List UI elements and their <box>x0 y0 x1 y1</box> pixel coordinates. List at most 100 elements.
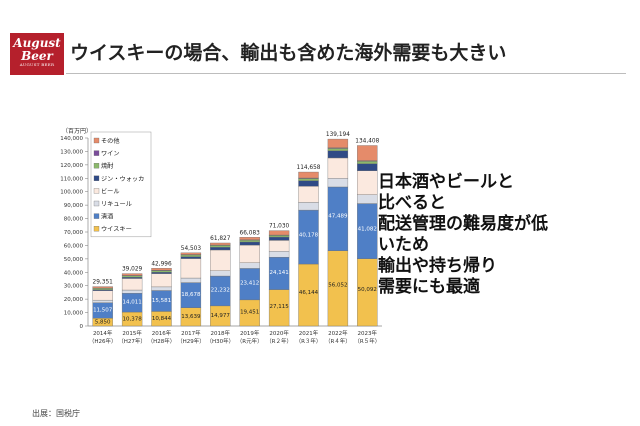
annotation-line: いため <box>378 235 429 255</box>
x-tick-sublabel: （R元年） <box>237 337 263 345</box>
bar-segment <box>180 258 202 279</box>
bar-segment <box>298 171 319 179</box>
x-tick-label: 2020年 <box>269 329 289 337</box>
x-tick-label: 2015年 <box>122 329 142 337</box>
bar-segment-label: 13,639 <box>181 314 201 320</box>
x-tick-sublabel: （H29年） <box>177 337 205 345</box>
bar-segment-label: 11,507 <box>93 308 113 314</box>
bar-segment <box>210 270 231 277</box>
y-tick-label: 10,000 <box>64 311 84 317</box>
bar-total-label: 42,996 <box>151 261 172 267</box>
legend-swatch <box>93 137 100 144</box>
annotation-line: 需要にも最適 <box>378 277 480 297</box>
y-tick-label: 100,000 <box>60 190 83 196</box>
x-tick-sublabel: （H28年） <box>148 337 176 345</box>
legend-label: その他 <box>101 137 120 145</box>
bar-segment-label: 47,489 <box>328 214 348 220</box>
august-beer-logo: August Beer AUGUST BEER <box>10 33 64 75</box>
bar-segment-label: 40,178 <box>299 232 319 238</box>
y-tick-label: 60,000 <box>64 243 84 249</box>
bar-segment <box>180 256 202 259</box>
x-tick-sublabel: （H27年） <box>118 337 146 345</box>
bar-segment <box>121 277 143 279</box>
x-tick-label: 2019年 <box>240 329 260 337</box>
logo-line-3: AUGUST BEER <box>19 62 55 67</box>
bar-segment-label: 5,850 <box>95 320 111 326</box>
y-tick-label: 80,000 <box>64 217 84 223</box>
bar-segment-label: 41,082 <box>358 226 377 232</box>
logo-line-1: August <box>13 36 61 50</box>
bar-total-label: 114,658 <box>297 165 321 171</box>
bar-segment <box>210 242 231 246</box>
bar-segment <box>180 254 202 257</box>
bar-segment <box>151 268 172 271</box>
bar-total-label: 71,030 <box>269 224 290 230</box>
bar-segment <box>92 286 113 289</box>
bar-segment <box>239 241 260 246</box>
bar-segment <box>151 286 172 291</box>
legend-swatch <box>93 200 100 207</box>
x-tick-label: 2014年 <box>93 329 113 337</box>
x-tick-label: 2018年 <box>211 329 231 337</box>
legend-swatch <box>93 163 100 169</box>
legend-swatch <box>93 175 100 181</box>
bar-segment-label: 10,378 <box>122 316 142 322</box>
bar-segment-label: 19,451 <box>240 310 259 316</box>
x-tick-label: 2016年 <box>152 329 172 337</box>
y-axis-label: （百万円） <box>62 128 92 135</box>
bar-segment <box>327 150 349 159</box>
bar-total-label: 66,083 <box>240 230 261 236</box>
annotation-line: 輸出や持ち帰り <box>378 256 497 276</box>
bar-segment-label: 27,115 <box>269 304 289 310</box>
bar-segment-label: 56,052 <box>328 283 347 289</box>
x-tick-sublabel: （R４年） <box>325 337 351 345</box>
y-tick-label: 30,000 <box>64 284 84 290</box>
x-tick-sublabel: （H26年） <box>89 337 117 345</box>
x-tick-label: 2022年 <box>328 329 348 337</box>
bar-segment <box>298 178 319 181</box>
legend-swatch <box>93 213 100 219</box>
bar-segment <box>268 251 290 258</box>
bar-segment <box>121 289 143 294</box>
x-tick-sublabel: （H30年） <box>206 337 234 345</box>
annotation-line: 配送管理の難易度が低 <box>378 214 548 234</box>
bar-total-label: 39,029 <box>122 267 143 273</box>
bar-segment <box>268 235 290 238</box>
bar-segment <box>180 277 202 283</box>
bar-total-label: 29,351 <box>93 280 114 286</box>
legend-label: ジン・ウォッカ <box>101 175 144 183</box>
bar-segment <box>239 244 260 263</box>
bar-segment <box>327 148 349 152</box>
x-tick-label: 2021年 <box>299 329 319 337</box>
bar-segment <box>357 163 378 171</box>
legend-label: 焼酎 <box>101 162 113 170</box>
legend-swatch <box>93 150 100 156</box>
bar-segment <box>151 270 172 273</box>
title-divider <box>66 73 626 74</box>
legend-label: 清酒 <box>101 213 113 221</box>
bar-segment <box>210 249 231 271</box>
x-tick-label: 2023年 <box>358 329 378 337</box>
y-tick-label: 40,000 <box>64 270 84 276</box>
legend-label: ワイン <box>101 151 120 158</box>
bar-segment <box>239 239 260 243</box>
bar-segment <box>357 170 378 195</box>
legend-box <box>90 131 152 238</box>
bar-segment <box>210 247 231 251</box>
x-tick-sublabel: （R２年） <box>266 337 292 345</box>
legend-swatch <box>93 226 100 232</box>
annotation-line: 比べると <box>378 193 446 213</box>
bar-segment-label: 46,144 <box>299 290 319 296</box>
y-tick-label: 50,000 <box>64 257 84 263</box>
bar-segment <box>327 178 349 188</box>
bar-segment <box>239 262 260 269</box>
bar-total-label: 54,503 <box>181 246 202 252</box>
legend-label: ウイスキー <box>101 225 132 233</box>
bar-total-label: 134,408 <box>355 139 379 145</box>
bar-segment <box>268 236 290 241</box>
bar-segment <box>121 278 143 291</box>
bar-total-label: 61,827 <box>210 236 231 242</box>
y-tick-label: 20,000 <box>64 297 84 303</box>
y-tick-label: 90,000 <box>64 203 84 209</box>
